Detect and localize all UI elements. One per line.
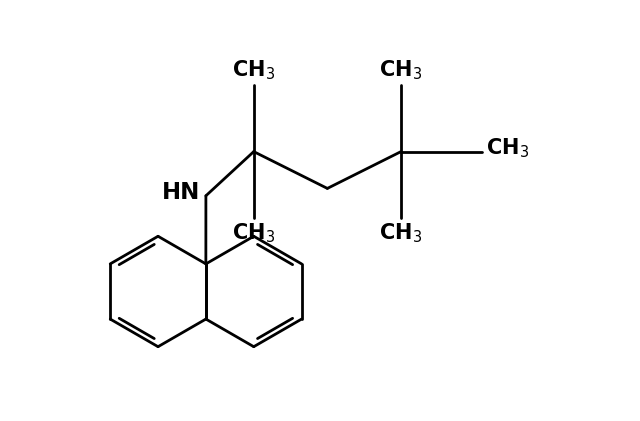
Text: CH$_3$: CH$_3$: [486, 137, 529, 160]
Text: CH$_3$: CH$_3$: [380, 58, 422, 82]
Text: CH$_3$: CH$_3$: [232, 221, 275, 245]
Text: HN: HN: [162, 181, 200, 204]
Text: CH$_3$: CH$_3$: [232, 58, 275, 82]
Text: CH$_3$: CH$_3$: [380, 221, 422, 245]
